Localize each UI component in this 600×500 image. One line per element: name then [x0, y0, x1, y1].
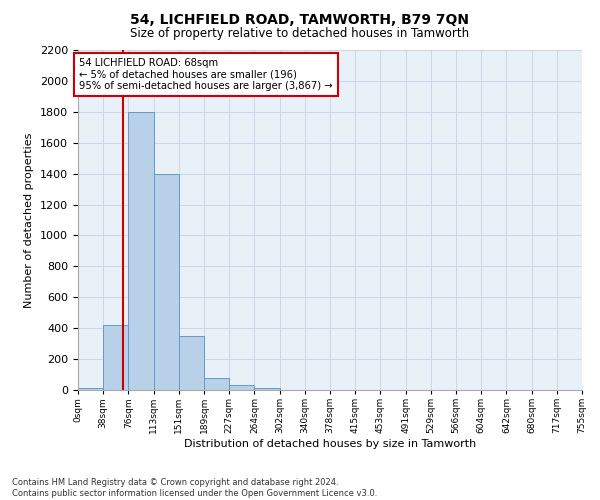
- Bar: [254, 388, 280, 390]
- Bar: [229, 385, 254, 390]
- Text: Size of property relative to detached houses in Tamworth: Size of property relative to detached ho…: [130, 28, 470, 40]
- Bar: [103, 325, 128, 390]
- Y-axis label: Number of detached properties: Number of detached properties: [25, 132, 34, 308]
- Text: 54 LICHFIELD ROAD: 68sqm
← 5% of detached houses are smaller (196)
95% of semi-d: 54 LICHFIELD ROAD: 68sqm ← 5% of detache…: [79, 58, 333, 91]
- Text: Contains HM Land Registry data © Crown copyright and database right 2024.
Contai: Contains HM Land Registry data © Crown c…: [12, 478, 377, 498]
- Bar: [154, 174, 179, 390]
- X-axis label: Distribution of detached houses by size in Tamworth: Distribution of detached houses by size …: [184, 439, 476, 449]
- Text: 54, LICHFIELD ROAD, TAMWORTH, B79 7QN: 54, LICHFIELD ROAD, TAMWORTH, B79 7QN: [131, 12, 470, 26]
- Bar: [128, 112, 154, 390]
- Bar: [78, 388, 103, 390]
- Bar: [179, 336, 204, 390]
- Bar: [204, 378, 229, 390]
